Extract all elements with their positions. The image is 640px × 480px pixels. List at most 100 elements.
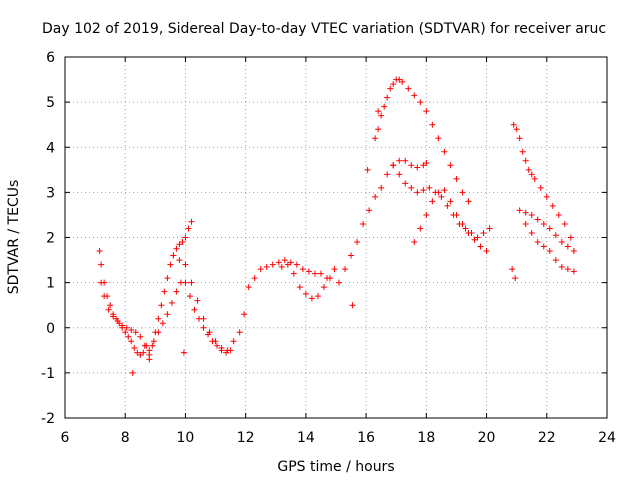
data-point [462, 225, 469, 232]
data-point [150, 338, 157, 345]
data-point [287, 259, 294, 266]
data-point [516, 207, 523, 214]
data-point [549, 202, 556, 209]
grid [65, 57, 607, 418]
data-point [438, 193, 445, 200]
data-point [263, 263, 270, 270]
data-point [101, 293, 108, 300]
series-arc-a [96, 248, 150, 358]
data-point [378, 184, 385, 191]
data-point [396, 171, 403, 178]
data-point [375, 126, 382, 133]
data-point [293, 261, 300, 268]
data-point [326, 275, 333, 282]
data-point [423, 108, 430, 115]
data-point [483, 248, 490, 255]
data-point [477, 243, 484, 250]
data-point [384, 94, 391, 101]
x-tick-label: 16 [357, 430, 375, 446]
series-outliers [129, 108, 519, 376]
data-point [245, 284, 252, 291]
data-point [179, 239, 186, 246]
data-point [176, 257, 183, 264]
data-point [336, 279, 343, 286]
x-tick-label: 10 [177, 430, 195, 446]
data-point [214, 342, 221, 349]
data-point [251, 275, 258, 282]
data-point [414, 164, 421, 171]
data-point [429, 198, 436, 205]
data-point [402, 180, 409, 187]
data-point [528, 171, 535, 178]
data-point [516, 135, 523, 142]
data-point [540, 243, 547, 250]
data-point [348, 252, 355, 259]
data-point [159, 320, 166, 327]
data-point [96, 248, 103, 255]
data-point [399, 78, 406, 85]
data-point [471, 236, 478, 243]
data-point [170, 252, 177, 259]
data-point [513, 126, 520, 133]
data-point [411, 239, 418, 246]
data-point [441, 148, 448, 155]
data-point [119, 322, 126, 329]
y-tick-label: 1 [46, 276, 55, 292]
series-arc-n [522, 220, 577, 275]
data-point [186, 293, 193, 300]
data-point [290, 270, 297, 277]
data-point [453, 211, 460, 218]
data-point [122, 329, 129, 336]
series-arc-k [411, 187, 490, 255]
data-point [561, 220, 568, 227]
data-point [435, 189, 442, 196]
x-tick-label: 14 [297, 430, 315, 446]
data-point [349, 302, 356, 309]
series-arc-l [510, 121, 574, 241]
data-point [543, 193, 550, 200]
data-point [564, 243, 571, 250]
data-point [444, 202, 451, 209]
data-point [200, 324, 207, 331]
data-point [305, 268, 312, 275]
data-point [161, 288, 168, 295]
data-point [528, 211, 535, 218]
data-point [194, 297, 201, 304]
y-tick-label: 0 [46, 321, 55, 337]
data-point [552, 257, 559, 264]
data-point [131, 345, 138, 352]
data-point [411, 92, 418, 99]
series-arc-h [336, 157, 430, 286]
data-point [417, 99, 424, 106]
data-point [420, 187, 427, 194]
data-point [317, 270, 324, 277]
data-point [128, 327, 135, 334]
data-point [354, 239, 361, 246]
data-point [129, 369, 136, 376]
data-point [269, 261, 276, 268]
data-point [98, 261, 105, 268]
data-point [284, 261, 291, 268]
data-point [522, 220, 529, 227]
data-point [396, 76, 403, 83]
y-tick-label: 2 [46, 231, 55, 247]
data-point [509, 266, 516, 273]
data-points [96, 76, 577, 376]
data-point [408, 184, 415, 191]
data-point [114, 317, 121, 324]
data-point [534, 216, 541, 223]
data-point [372, 135, 379, 142]
data-point [465, 198, 472, 205]
y-tick-label: 3 [46, 185, 55, 201]
data-point [167, 261, 174, 268]
data-point [453, 175, 460, 182]
y-tick-label: -2 [41, 411, 55, 427]
data-point [534, 239, 541, 246]
data-point [141, 342, 148, 349]
data-point [512, 275, 519, 282]
data-point [302, 290, 309, 297]
data-point [420, 162, 427, 169]
x-tick-label: 24 [598, 430, 616, 446]
data-point [176, 241, 183, 248]
data-point [191, 306, 198, 313]
